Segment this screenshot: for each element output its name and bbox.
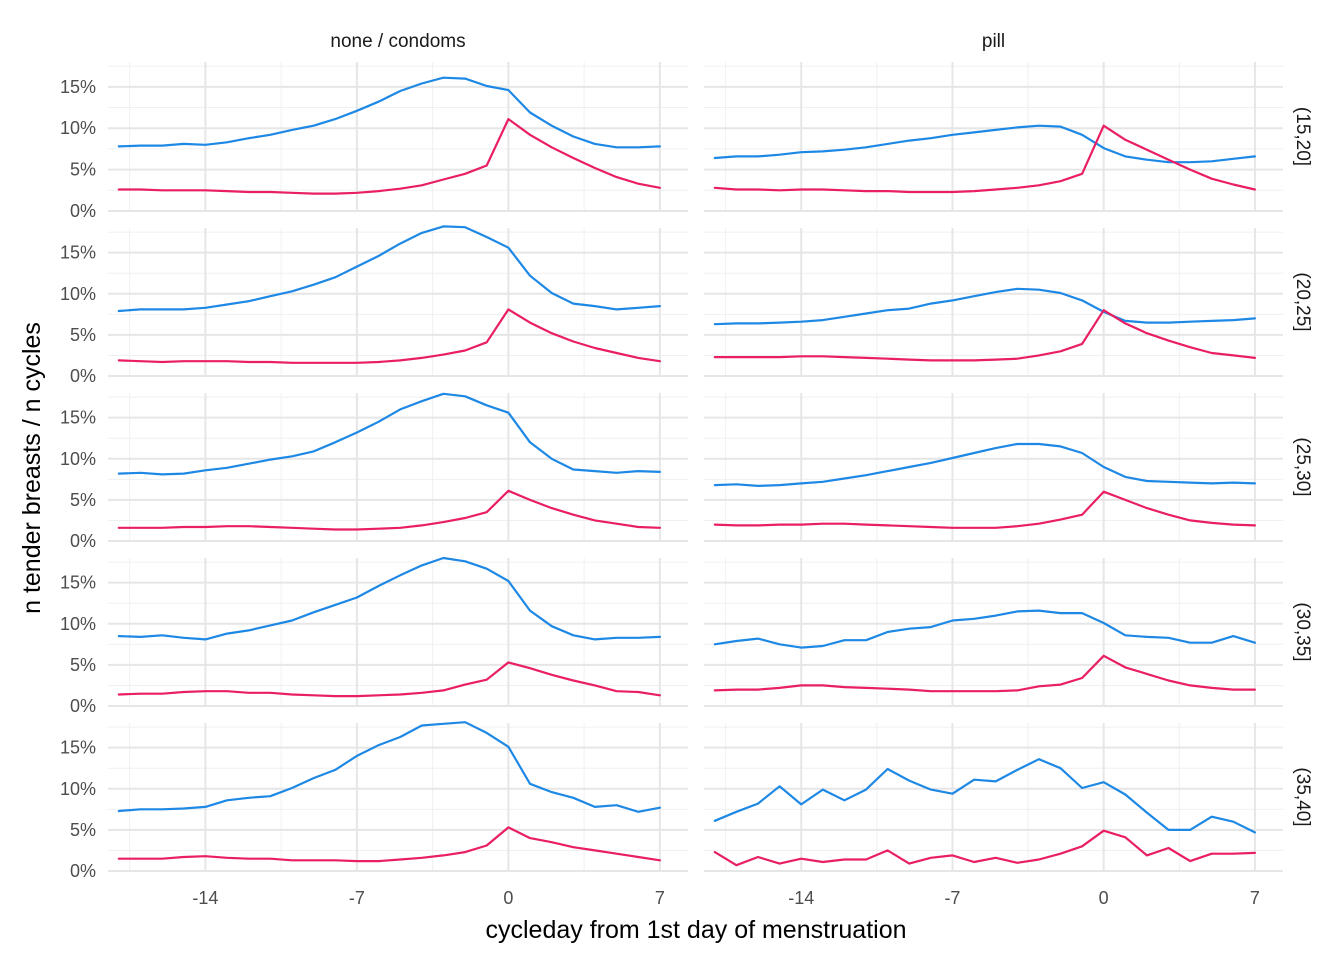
y-tick-label: 0% [70,696,96,716]
series-line-blue [713,442,1257,487]
y-axis-title: n tender breasts / n cycles [18,322,46,614]
series-line-red [713,309,1257,362]
series-line-red [713,654,1257,693]
series-line-red [713,124,1257,194]
series-line-blue [713,609,1257,649]
y-tick-label: 0% [70,861,96,881]
y-tick-label: 10% [60,449,96,469]
y-tick-label: 10% [60,779,96,799]
series-line-red [117,117,662,195]
series-line-red [117,489,662,531]
y-tick-label: 0% [70,531,96,551]
y-tick-label: 15% [60,573,96,593]
series-line-red [713,490,1257,529]
facet-row-label: (35,40] [1292,767,1313,826]
series-line-blue [713,287,1257,326]
series-line-blue [117,721,662,813]
y-tick-label: 15% [60,243,96,263]
x-axis-title: cycleday from 1st day of menstruation [485,916,906,944]
y-tick-label: 0% [70,201,96,221]
series-line-blue [117,392,662,476]
x-tick-label: 7 [655,888,665,908]
series-line-red [117,661,662,698]
x-tick-label: -7 [349,888,365,908]
y-tick-label: 5% [70,325,96,345]
y-tick-label: 10% [60,118,96,138]
x-tick-label: 0 [1099,888,1109,908]
series-line-blue [117,76,662,149]
y-tick-label: 5% [70,160,96,180]
facet-row-label: (15,20] [1292,107,1313,166]
facet-column-label: pill [982,31,1005,52]
series-line-red [117,826,662,863]
label-layer: none / condoms pill (15,20] (20,25] (25,30] (… [60,31,1313,908]
y-tick-label: 10% [60,614,96,634]
series-line-blue [117,225,662,313]
y-tick-label: 5% [70,490,96,510]
x-tick-label: -14 [788,888,814,908]
y-tick-label: 0% [70,366,96,386]
facet-column-label: none / condoms [330,31,465,52]
grid-layer [108,62,1283,872]
series-line-red [713,829,1257,867]
series-line-blue [713,758,1257,834]
y-tick-label: 5% [70,655,96,675]
facet-row-label: (25,30] [1292,437,1313,496]
y-tick-label: 15% [60,408,96,428]
x-tick-label: -14 [192,888,218,908]
facet-row-label: (30,35] [1292,602,1313,661]
series-line-blue [713,124,1257,164]
y-tick-label: 5% [70,820,96,840]
series-line-red [117,308,662,364]
x-tick-label: -7 [944,888,960,908]
y-tick-label: 15% [60,738,96,758]
series-line-blue [117,556,662,641]
x-tick-label: 7 [1250,888,1260,908]
y-tick-label: 15% [60,77,96,97]
series-layer [117,76,1257,867]
facet-row-label: (20,25] [1292,272,1313,331]
y-tick-label: 10% [60,284,96,304]
x-tick-label: 0 [503,888,513,908]
